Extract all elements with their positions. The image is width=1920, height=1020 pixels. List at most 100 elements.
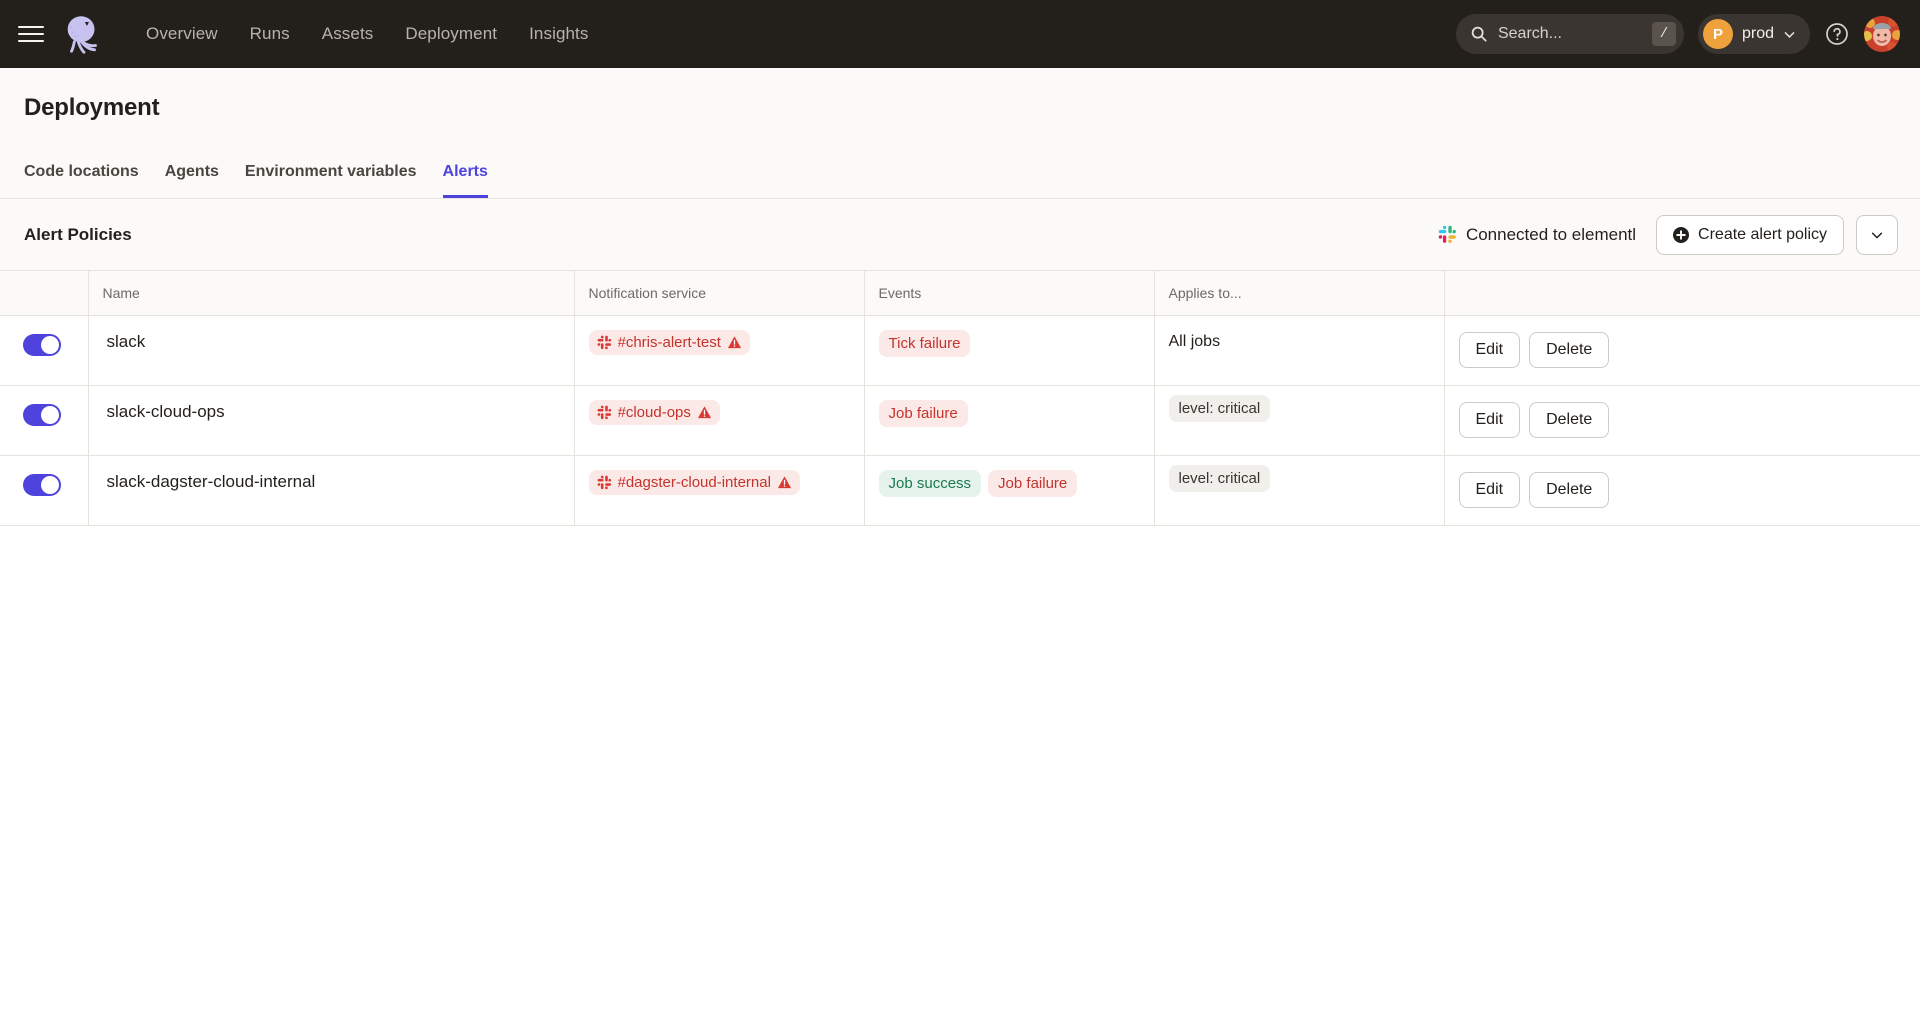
warning-triangle-icon <box>727 335 741 348</box>
row-name-cell: slack-cloud-ops <box>88 385 575 456</box>
alert-policy-name: slack-dagster-cloud-internal <box>106 471 316 491</box>
table-row: slack-cloud-ops #cloud-ops <box>0 385 1920 456</box>
top-navigation-bar: Overview Runs Assets Deployment Insights… <box>0 0 1920 68</box>
edit-button[interactable]: Edit <box>1458 331 1521 368</box>
main-nav-links: Overview Runs Assets Deployment Insights <box>126 16 604 52</box>
column-header-applies-to: Applies to... <box>1154 271 1445 316</box>
slack-connection-status: Connected to elementl <box>1438 225 1636 245</box>
nav-link-assets[interactable]: Assets <box>321 24 374 43</box>
toolbar-actions: Connected to elementl Create alert polic… <box>1438 214 1898 255</box>
row-toggle-cell <box>0 455 89 526</box>
search-input[interactable]: Search... / <box>1455 14 1684 54</box>
deployment-avatar: P <box>1702 19 1733 49</box>
warning-triangle-icon <box>777 475 791 488</box>
slack-icon <box>1438 225 1456 243</box>
plus-circle-icon <box>1673 226 1690 243</box>
nav-link-runs[interactable]: Runs <box>249 24 290 43</box>
row-action-buttons: Edit Delete <box>1458 400 1907 438</box>
deployment-switcher[interactable]: P prod <box>1697 14 1810 54</box>
row-events-cell: Tick failure <box>864 315 1155 386</box>
slack-channel-name: #chris-alert-test <box>617 333 721 351</box>
delete-button[interactable]: Delete <box>1529 331 1610 368</box>
page-header: Deployment Code locations Agents Environ… <box>0 68 1920 199</box>
dagster-logo-icon[interactable] <box>60 11 106 57</box>
slack-icon <box>597 335 611 349</box>
applies-to-value: All jobs <box>1168 332 1221 350</box>
column-header-notification-service: Notification service <box>574 271 865 316</box>
alert-policy-enable-toggle[interactable] <box>23 473 61 496</box>
table-row: slack-dagster-cloud-internal #dagster-cl… <box>0 455 1920 526</box>
page-title: Deployment <box>24 94 160 121</box>
column-header-toggle <box>0 271 89 316</box>
alert-policy-name: slack-cloud-ops <box>106 401 225 421</box>
event-tag-list: Job failure <box>878 399 1140 427</box>
tab-environment-variables[interactable]: Environment variables <box>244 163 417 180</box>
row-events-cell: Job failure <box>864 385 1155 456</box>
hamburger-icon[interactable] <box>18 21 44 47</box>
row-notification-cell: #dagster-cloud-internal <box>574 455 865 526</box>
alert-policies-more-button[interactable] <box>1856 214 1898 255</box>
event-tag: Job success <box>878 469 982 497</box>
slack-channel-tag[interactable]: #cloud-ops <box>588 399 720 425</box>
nav-link-deployment[interactable]: Deployment <box>405 24 498 43</box>
search-shortcut-badge: / <box>1651 22 1676 46</box>
slack-icon <box>597 405 611 419</box>
table-header-row: Name Notification service Events Applies… <box>0 271 1920 316</box>
tab-code-locations[interactable]: Code locations <box>24 163 139 180</box>
row-action-buttons: Edit Delete <box>1458 470 1907 508</box>
avatar[interactable] <box>1864 16 1900 52</box>
slack-icon <box>597 475 611 489</box>
slack-channel-tag[interactable]: #chris-alert-test <box>588 329 750 355</box>
search-icon <box>1471 26 1487 42</box>
row-applies-to-cell: level: critical <box>1154 385 1445 456</box>
question-circle-icon[interactable] <box>1824 21 1850 47</box>
row-events-cell: Job success Job failure <box>864 455 1155 526</box>
row-actions-cell: Edit Delete <box>1444 455 1920 526</box>
alert-policies-table: Name Notification service Events Applies… <box>0 271 1920 526</box>
edit-button[interactable]: Edit <box>1458 401 1521 438</box>
table-body: slack #chris-alert-test <box>0 315 1920 526</box>
row-applies-to-cell: All jobs <box>1154 315 1445 386</box>
page-tabs: Code locations Agents Environment variab… <box>24 154 1896 198</box>
nav-link-insights[interactable]: Insights <box>529 24 589 43</box>
nav-link-overview[interactable]: Overview <box>146 24 218 43</box>
event-tag: Job failure <box>878 399 968 427</box>
edit-button[interactable]: Edit <box>1458 471 1521 508</box>
alert-policies-toolbar: Alert Policies Connected to elementl Cre… <box>0 199 1920 271</box>
delete-button[interactable]: Delete <box>1529 401 1610 438</box>
column-header-actions <box>1444 271 1920 316</box>
delete-button[interactable]: Delete <box>1529 471 1610 508</box>
chevron-down-icon <box>1784 31 1795 38</box>
applies-to-tag: level: critical <box>1168 464 1271 492</box>
row-toggle-cell <box>0 315 89 386</box>
alert-policies-table-container: Name Notification service Events Applies… <box>0 271 1920 1020</box>
section-title: Alert Policies <box>24 224 132 244</box>
event-tag-list: Job success Job failure <box>878 469 1140 497</box>
nav-right-cluster: Search... / P prod <box>1455 14 1900 54</box>
connection-status-label: Connected to elementl <box>1465 224 1637 244</box>
slack-channel-name: #cloud-ops <box>617 403 691 421</box>
tab-alerts[interactable]: Alerts <box>442 163 488 198</box>
slack-channel-tag[interactable]: #dagster-cloud-internal <box>588 469 800 495</box>
event-tag: Tick failure <box>878 329 971 357</box>
row-actions-cell: Edit Delete <box>1444 385 1920 456</box>
row-notification-cell: #cloud-ops <box>574 385 865 456</box>
alert-policy-enable-toggle[interactable] <box>23 403 61 426</box>
event-tag: Job failure <box>988 469 1078 497</box>
column-header-events: Events <box>864 271 1155 316</box>
deployment-name: prod <box>1741 25 1774 42</box>
row-name-cell: slack <box>88 315 575 386</box>
alert-policy-enable-toggle[interactable] <box>23 333 61 356</box>
slack-channel-name: #dagster-cloud-internal <box>617 473 771 491</box>
row-action-buttons: Edit Delete <box>1458 330 1907 368</box>
applies-to-tag: level: critical <box>1168 394 1271 422</box>
tab-agents[interactable]: Agents <box>164 163 219 180</box>
create-alert-policy-button[interactable]: Create alert policy <box>1656 214 1844 255</box>
row-applies-to-cell: level: critical <box>1154 455 1445 526</box>
table-row: slack #chris-alert-test <box>0 315 1920 386</box>
chevron-down-icon <box>1871 232 1883 238</box>
row-actions-cell: Edit Delete <box>1444 315 1920 386</box>
event-tag-list: Tick failure <box>878 329 1140 357</box>
row-notification-cell: #chris-alert-test <box>574 315 865 386</box>
row-toggle-cell <box>0 385 89 456</box>
